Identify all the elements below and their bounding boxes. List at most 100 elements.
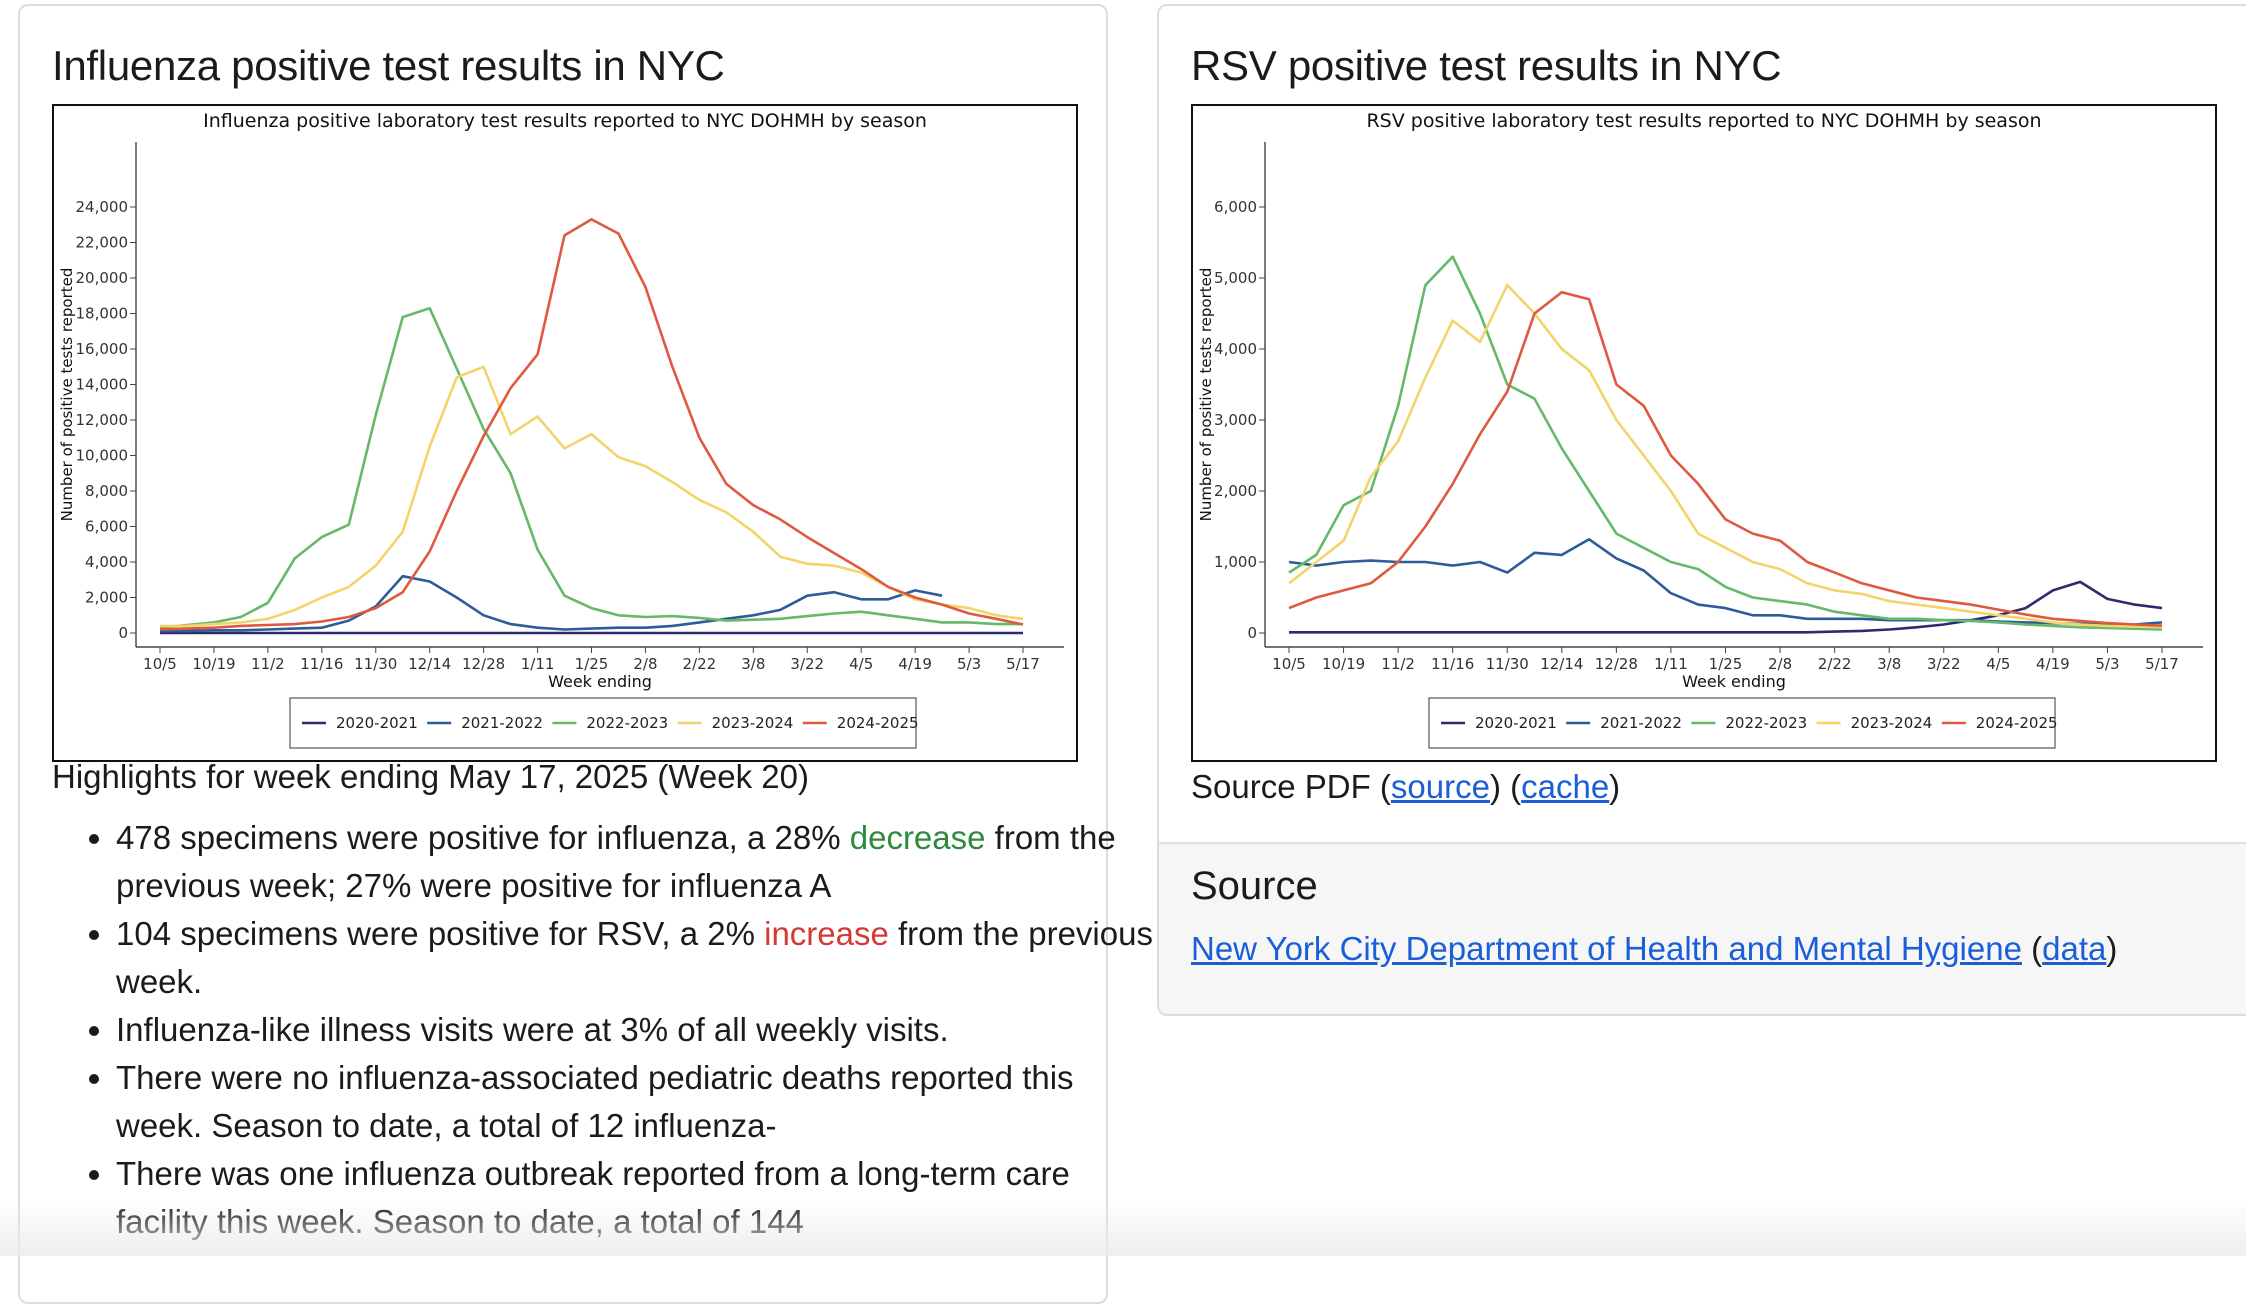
highlights-title: Highlights for week ending May 17, 2025 … — [52, 758, 809, 795]
x-tick-label: 11/30 — [1486, 655, 1529, 673]
x-tick-label: 3/22 — [1927, 655, 1961, 673]
highlight-text: from the previous week. — [116, 915, 1153, 1000]
data-link[interactable]: data — [2042, 930, 2107, 967]
x-tick-label: 12/28 — [1595, 655, 1638, 673]
cache-link[interactable]: cache — [1521, 768, 1610, 805]
source-link[interactable]: source — [1390, 768, 1490, 805]
x-tick-label: 11/30 — [354, 655, 397, 673]
highlight-item-influenza-specimens: 478 specimens were positive for influenz… — [116, 814, 1156, 910]
x-tick-label: 1/11 — [521, 655, 555, 673]
x-tick-label: 1/11 — [1654, 655, 1688, 673]
influenza-card: Influenza positive test results in NYC I… — [18, 4, 1153, 1304]
x-tick-label: 1/25 — [575, 655, 609, 673]
influenza-chart: Influenza positive laboratory test resul… — [58, 110, 1064, 749]
y-tick-label: 16,000 — [76, 340, 129, 358]
highlight-item-pediatric-deaths: There were no influenza-associated pedia… — [116, 1054, 1156, 1150]
y-tick-label: 0 — [1247, 624, 1257, 642]
x-tick-label: 2/22 — [1818, 655, 1852, 673]
legend-item-label: 2023-2024 — [712, 714, 794, 732]
source-suffix: ) — [1609, 768, 1621, 805]
x-tick-label: 11/2 — [1381, 655, 1415, 673]
influenza-chart-frame: Influenza positive laboratory test resul… — [52, 104, 1078, 762]
x-axis-label: Week ending — [548, 672, 652, 691]
source-section: Source New York City Department of Healt… — [1159, 842, 2246, 1014]
increase-keyword: increase — [764, 915, 889, 952]
source-separator: ) ( — [1489, 768, 1522, 805]
x-tick-label: 3/8 — [1877, 655, 1901, 673]
x-axis-label: Week ending — [1682, 672, 1786, 691]
series-line-2020-2021 — [1289, 580, 2163, 634]
y-tick-label: 3,000 — [1214, 411, 1257, 429]
x-tick-label: 3/8 — [741, 655, 765, 673]
x-tick-label: 10/5 — [1272, 655, 1306, 673]
y-tick-label: 22,000 — [76, 234, 129, 252]
source-pdf-line: Source PDF (source) (cache) — [1191, 768, 1620, 806]
y-tick-label: 8,000 — [85, 482, 128, 500]
legend-item-label: 2020-2021 — [336, 714, 418, 732]
highlight-text: 104 specimens were positive for RSV, a 2… — [116, 915, 765, 952]
x-tick-label: 4/19 — [2036, 655, 2070, 673]
y-tick-label: 1,000 — [1214, 553, 1257, 571]
y-tick-label: 4,000 — [1214, 340, 1257, 358]
legend-item-label: 2024-2025 — [1976, 714, 2058, 732]
data-suffix: ) — [2106, 930, 2118, 967]
y-axis-label: Number of positive tests reported — [58, 268, 76, 522]
x-tick-label: 12/14 — [1540, 655, 1583, 673]
y-tick-label: 2,000 — [1214, 482, 1257, 500]
series-line-2023-2024 — [1288, 283, 2163, 629]
rsv-chart-frame: RSV positive laboratory test results rep… — [1191, 104, 2217, 762]
x-tick-label: 5/3 — [2095, 655, 2119, 673]
x-tick-label: 4/5 — [1986, 655, 2010, 673]
x-tick-label: 2/8 — [1768, 655, 1792, 673]
source-heading: Source — [1191, 864, 1318, 908]
chart-title: RSV positive laboratory test results rep… — [1366, 110, 2041, 132]
x-tick-label: 4/19 — [898, 655, 932, 673]
highlight-item-ili-visits: Influenza-like illness visits were at 3%… — [116, 1006, 1156, 1054]
highlight-text: from the previous week; 27% were positiv… — [116, 819, 1116, 904]
legend-item-label: 2022-2023 — [586, 714, 668, 732]
source-body: New York City Department of Health and M… — [1191, 930, 2117, 968]
y-axis-label: Number of positive tests reported — [1197, 268, 1215, 522]
x-tick-label: 1/25 — [1709, 655, 1743, 673]
highlight-item-outbreak: There was one influenza outbreak reporte… — [116, 1150, 1156, 1246]
legend-item-label: 2022-2023 — [1725, 714, 1807, 732]
legend-item-label: 2023-2024 — [1851, 714, 1933, 732]
rsv-card: RSV positive test results in NYC RSV pos… — [1157, 4, 2246, 1016]
y-tick-label: 6,000 — [1214, 198, 1257, 216]
y-tick-label: 14,000 — [76, 376, 129, 394]
x-tick-label: 4/5 — [849, 655, 873, 673]
x-tick-label: 12/14 — [408, 655, 451, 673]
series-line-2024-2025 — [1288, 290, 2163, 627]
nyc-dohmh-link[interactable]: New York City Department of Health and M… — [1191, 930, 2022, 967]
chart-title: Influenza positive laboratory test resul… — [203, 110, 927, 132]
x-tick-label: 10/19 — [1322, 655, 1365, 673]
y-tick-label: 12,000 — [76, 411, 129, 429]
legend-item-label: 2020-2021 — [1475, 714, 1557, 732]
y-tick-label: 6,000 — [85, 518, 128, 536]
highlight-text: 478 specimens were positive for influenz… — [116, 819, 850, 856]
legend-item-label: 2024-2025 — [837, 714, 919, 732]
rsv-chart: RSV positive laboratory test results rep… — [1197, 110, 2203, 749]
influenza-card-title: Influenza positive test results in NYC — [52, 42, 725, 89]
x-tick-label: 2/22 — [683, 655, 717, 673]
x-tick-label: 10/19 — [192, 655, 235, 673]
source-pdf-label: Source PDF ( — [1191, 768, 1391, 805]
x-tick-label: 10/5 — [143, 655, 177, 673]
x-tick-label: 5/3 — [957, 655, 981, 673]
y-tick-label: 4,000 — [85, 553, 128, 571]
y-tick-label: 10,000 — [76, 447, 129, 465]
x-tick-label: 5/17 — [2145, 655, 2179, 673]
x-tick-label: 11/16 — [1431, 655, 1474, 673]
highlights-list: 478 specimens were positive for influenz… — [52, 814, 1156, 1246]
legend-item-label: 2021-2022 — [1600, 714, 1682, 732]
y-tick-label: 20,000 — [76, 269, 129, 287]
series-line-2021-2022 — [1288, 537, 2163, 626]
x-tick-label: 12/28 — [462, 655, 505, 673]
x-tick-label: 2/8 — [633, 655, 657, 673]
legend-item-label: 2021-2022 — [461, 714, 543, 732]
y-tick-label: 0 — [118, 624, 128, 642]
x-tick-label: 11/16 — [300, 655, 343, 673]
rsv-card-title: RSV positive test results in NYC — [1191, 42, 1782, 89]
series-line-2024-2025 — [159, 218, 1024, 631]
x-tick-label: 5/17 — [1006, 655, 1040, 673]
